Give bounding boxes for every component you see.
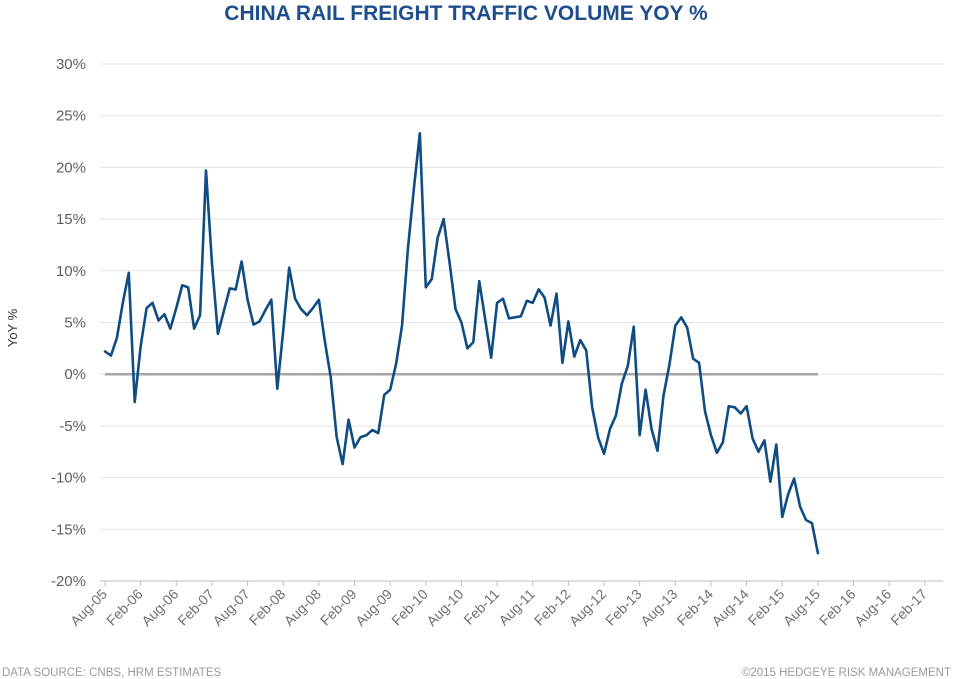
footer-copyright: ©2015 HEDGEYE RISK MANAGEMENT <box>742 667 951 679</box>
x-tick-label: Aug-13 <box>637 586 680 629</box>
y-tick-label: -5% <box>59 418 86 435</box>
x-tick-label: Feb-13 <box>602 586 645 629</box>
x-tick-label: Feb-10 <box>388 586 431 629</box>
x-tick-label: Feb-16 <box>816 586 859 629</box>
y-tick-label: 20% <box>56 159 86 176</box>
y-tick-label: 0% <box>64 366 86 383</box>
x-tick-label: Feb-06 <box>103 586 146 629</box>
x-tick-label: Feb-11 <box>460 586 502 628</box>
y-tick-label: -20% <box>51 573 86 590</box>
x-tick-label: Aug-10 <box>423 586 466 629</box>
chart-title: CHINA RAIL FREIGHT TRAFFIC VOLUME YOY % <box>224 2 708 25</box>
x-tick-label: Aug-12 <box>566 586 609 629</box>
x-tick-label: Aug-15 <box>780 586 823 629</box>
y-tick-label: 10% <box>56 263 86 280</box>
x-tick-label: Feb-15 <box>745 586 788 629</box>
x-tick-label: Feb-17 <box>887 586 930 629</box>
x-axis-tick-labels: Aug-05Feb-06Aug-06Feb-07Aug-07Feb-08Aug-… <box>67 581 930 629</box>
x-tick-label: Feb-07 <box>174 586 217 629</box>
x-tick-label: Aug-07 <box>209 586 252 629</box>
y-tick-label: 25% <box>56 108 86 125</box>
y-tick-label: -15% <box>51 521 86 538</box>
y-tick-label: -10% <box>51 470 86 487</box>
y-axis-label: YoY % <box>5 308 20 347</box>
series-line-yoy <box>103 131 820 555</box>
y-tick-label: 30% <box>56 56 86 73</box>
x-tick-label: Aug-09 <box>352 586 395 629</box>
y-axis-tick-labels: 30% 25% 20% 15% 10% 5% 0% -5% -10% -15% -20% <box>51 56 86 590</box>
x-tick-label: Aug-14 <box>708 586 751 629</box>
footer-source: DATA SOURCE: CNBS, HRM ESTIMATES <box>2 667 221 679</box>
x-tick-label: Feb-08 <box>246 586 289 629</box>
x-tick-label: Feb-09 <box>317 586 360 629</box>
x-tick-label: Aug-06 <box>138 586 181 629</box>
x-tick-label: Feb-12 <box>531 586 574 629</box>
x-tick-label: Aug-08 <box>281 586 324 629</box>
x-tick-label: Aug-05 <box>67 586 110 629</box>
x-tick-label: Feb-14 <box>673 586 716 629</box>
x-tick-label: Aug-16 <box>851 586 894 629</box>
x-tick-label: Aug-11 <box>495 586 538 629</box>
y-tick-label: 5% <box>64 315 86 332</box>
y-tick-label: 15% <box>56 211 86 228</box>
